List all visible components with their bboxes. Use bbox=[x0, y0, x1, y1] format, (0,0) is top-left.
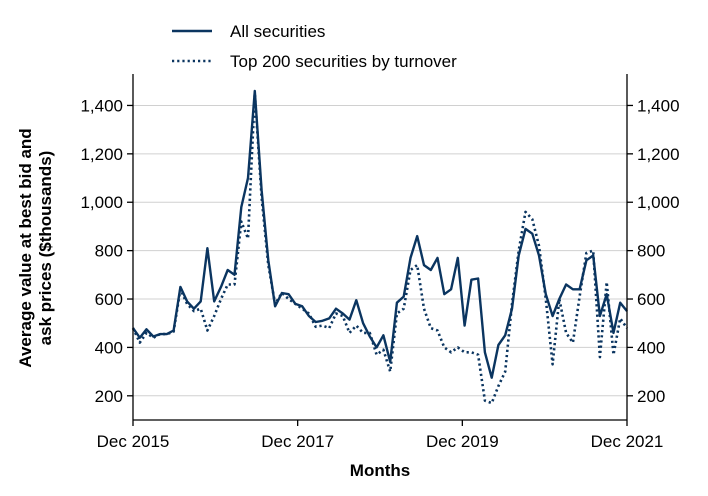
y-tick-label-left: 1,000 bbox=[80, 193, 123, 212]
series-line-top-200 bbox=[131, 92, 629, 405]
y-axis-title-line-2: ask prices ($thousands) bbox=[36, 151, 55, 346]
x-tick-label: Dec 2015 bbox=[97, 432, 170, 451]
y-tick-label-right: 200 bbox=[637, 387, 665, 406]
x-tick-label: Dec 2019 bbox=[426, 432, 499, 451]
legend-label-top-200: Top 200 securities by turnover bbox=[230, 52, 457, 71]
y-tick-label-left: 800 bbox=[95, 242, 123, 261]
axis-ticks: 200 200 400 400 600 600 800 800 1,000 1,000 1,200 1… bbox=[80, 96, 679, 451]
axes bbox=[132, 74, 628, 421]
y-tick-label-left: 600 bbox=[95, 290, 123, 309]
legend-label-all-securities: All securities bbox=[230, 22, 325, 41]
y-axis-title-line-1: Average value at best bid and bbox=[16, 128, 35, 367]
y-tick-label-right: 1,400 bbox=[637, 96, 680, 115]
series-line-all-securities bbox=[132, 89, 628, 379]
y-axis-title: Average value at best bid and ask prices… bbox=[16, 128, 55, 367]
series-lines bbox=[131, 89, 629, 405]
y-tick-label-left: 1,200 bbox=[80, 145, 123, 164]
y-tick-label-right: 1,200 bbox=[637, 145, 680, 164]
x-tick-label: Dec 2021 bbox=[591, 432, 664, 451]
legend: All securities Top 200 securities by tur… bbox=[172, 22, 457, 71]
y-tick-label-left: 400 bbox=[95, 338, 123, 357]
y-tick-label-right: 800 bbox=[637, 242, 665, 261]
x-axis-title: Months bbox=[350, 461, 410, 480]
y-tick-label-right: 1,000 bbox=[637, 193, 680, 212]
y-tick-label-left: 200 bbox=[95, 387, 123, 406]
y-tick-label-left: 1,400 bbox=[80, 96, 123, 115]
y-tick-label-right: 600 bbox=[637, 290, 665, 309]
x-tick-label: Dec 2017 bbox=[261, 432, 334, 451]
y-tick-label-right: 400 bbox=[637, 338, 665, 357]
